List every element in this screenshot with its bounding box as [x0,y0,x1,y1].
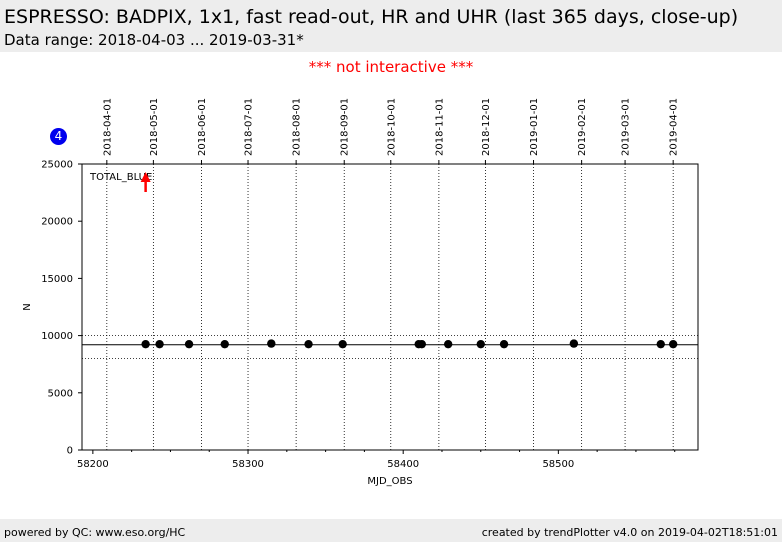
data-point [267,339,276,348]
plot-number-badge: 4 [50,128,67,145]
page-title: ESPRESSO: BADPIX, 1x1, fast read-out, HR… [4,6,739,28]
data-point [476,339,485,349]
plot-frame [81,163,699,451]
y-axis-label: N [22,303,33,310]
date-tick-label: 2018-07-01 [244,98,255,156]
footer-created: created by trendPlotter v4.0 on 2019-04-… [481,526,778,539]
date-tick-label: 2018-04-01 [102,98,113,156]
date-axis: 2018-04-01 2018-05-01 2018-06-01 2018-07-01… [102,98,680,164]
grid-lines [106,164,674,450]
data-point [141,339,150,349]
data-point [155,339,164,349]
data-point [220,339,229,349]
date-tick-label: 2018-09-01 [340,98,351,156]
date-tick-label: 2018-12-01 [481,98,492,156]
page-subtitle: Data range: 2018-04-03 ... 2019-03-31* [4,31,304,49]
date-tick-label: 2019-01-01 [529,98,540,156]
x-axis-label: MJD_OBS [367,476,412,487]
data-points [141,339,678,349]
footer-bar: powered by QC: www.eso.org/HC created by… [0,519,782,542]
y-tick-label: 10000 [41,331,73,342]
footer-credit: powered by QC: www.eso.org/HC [4,526,186,539]
data-point [184,339,194,349]
series-label: TOTAL_BLUE [89,172,152,183]
data-point [656,339,665,349]
date-tick-label: 2019-02-01 [577,98,588,156]
data-point [569,339,579,348]
date-tick-label: 2018-05-01 [149,98,160,156]
data-point [338,339,347,349]
not-interactive-notice: *** not interactive *** [308,58,474,76]
date-tick-label: 2018-08-01 [292,98,303,156]
reference-lines [82,335,698,359]
x-tick-label: 58200 [77,459,109,470]
data-point [304,339,313,349]
x-tick-label: 58300 [232,459,264,470]
y-tick-label: 15000 [41,274,73,285]
y-tick-label: 5000 [48,388,73,399]
date-tick-label: 2018-10-01 [386,98,397,156]
date-tick-label: 2018-06-01 [197,98,208,156]
data-point [668,339,678,349]
y-tick-label: 20000 [41,217,73,228]
date-tick-label: 2019-04-01 [669,98,680,156]
x-tick-label: 58400 [387,459,419,470]
arrow-head [140,172,151,182]
y-tick-label: 0 [67,446,73,457]
outlier-arrow [140,172,151,192]
date-tick-label: 2019-03-01 [621,98,632,156]
header-bar: ESPRESSO: BADPIX, 1x1, fast read-out, HR… [0,0,782,52]
y-tick-label: 25000 [41,160,73,171]
date-tick-label: 2018-11-01 [434,98,445,156]
data-point [499,339,509,349]
x-tick-label: 58500 [542,459,574,470]
data-point [417,339,427,349]
axes: 58200 58300 58400 58500 0 5000 10000 15000 20000… [41,160,676,470]
data-point [443,339,453,349]
